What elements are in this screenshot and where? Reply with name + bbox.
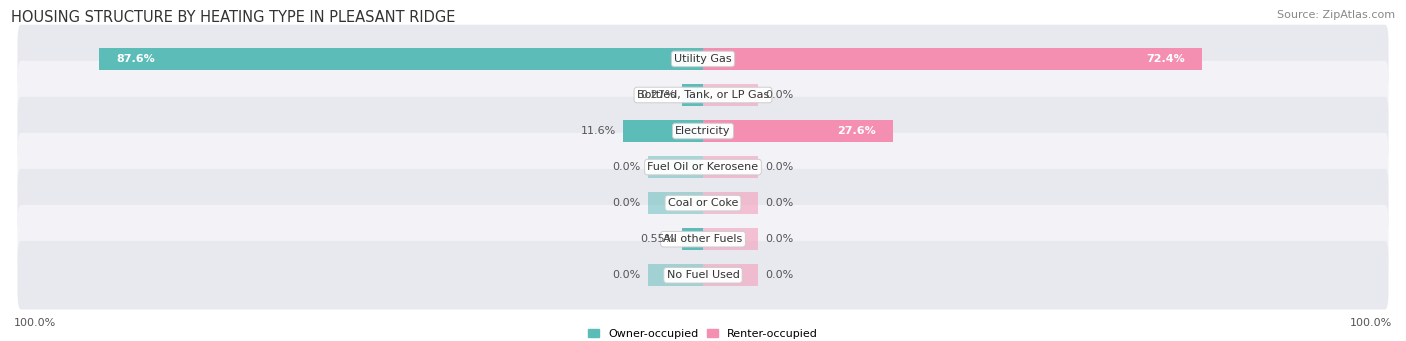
Text: 100.0%: 100.0%: [14, 318, 56, 328]
Bar: [703, 192, 758, 214]
Bar: [703, 84, 758, 106]
Bar: [703, 120, 893, 142]
Text: 100.0%: 100.0%: [1350, 318, 1392, 328]
FancyBboxPatch shape: [17, 133, 1389, 201]
Bar: [682, 84, 703, 106]
Text: No Fuel Used: No Fuel Used: [666, 270, 740, 280]
FancyBboxPatch shape: [17, 25, 1389, 93]
Bar: [648, 264, 703, 286]
Text: 72.4%: 72.4%: [1146, 54, 1185, 64]
Text: 0.27%: 0.27%: [640, 90, 675, 100]
Text: Coal or Coke: Coal or Coke: [668, 198, 738, 208]
FancyBboxPatch shape: [17, 205, 1389, 273]
FancyBboxPatch shape: [17, 61, 1389, 129]
Text: HOUSING STRUCTURE BY HEATING TYPE IN PLEASANT RIDGE: HOUSING STRUCTURE BY HEATING TYPE IN PLE…: [11, 10, 456, 25]
Text: 11.6%: 11.6%: [581, 126, 616, 136]
FancyBboxPatch shape: [17, 241, 1389, 310]
Text: 0.0%: 0.0%: [765, 270, 793, 280]
Text: Bottled, Tank, or LP Gas: Bottled, Tank, or LP Gas: [637, 90, 769, 100]
Bar: [703, 228, 758, 250]
Text: Electricity: Electricity: [675, 126, 731, 136]
Bar: [648, 192, 703, 214]
Text: All other Fuels: All other Fuels: [664, 234, 742, 244]
Text: 27.6%: 27.6%: [837, 126, 876, 136]
Text: 0.0%: 0.0%: [613, 270, 641, 280]
Bar: [703, 48, 1202, 70]
Bar: [703, 156, 758, 178]
Text: 0.0%: 0.0%: [613, 162, 641, 172]
FancyBboxPatch shape: [17, 169, 1389, 237]
Text: 0.0%: 0.0%: [613, 198, 641, 208]
Text: Source: ZipAtlas.com: Source: ZipAtlas.com: [1277, 10, 1395, 20]
FancyBboxPatch shape: [17, 97, 1389, 165]
Bar: [100, 48, 703, 70]
Text: 0.0%: 0.0%: [765, 198, 793, 208]
Text: 0.0%: 0.0%: [765, 162, 793, 172]
Text: 0.55%: 0.55%: [640, 234, 675, 244]
Legend: Owner-occupied, Renter-occupied: Owner-occupied, Renter-occupied: [583, 324, 823, 341]
Text: 0.0%: 0.0%: [765, 234, 793, 244]
Bar: [623, 120, 703, 142]
Bar: [682, 228, 703, 250]
Text: 87.6%: 87.6%: [117, 54, 156, 64]
Bar: [648, 156, 703, 178]
Bar: [703, 264, 758, 286]
Text: Fuel Oil or Kerosene: Fuel Oil or Kerosene: [647, 162, 759, 172]
Text: Utility Gas: Utility Gas: [675, 54, 731, 64]
Text: 0.0%: 0.0%: [765, 90, 793, 100]
